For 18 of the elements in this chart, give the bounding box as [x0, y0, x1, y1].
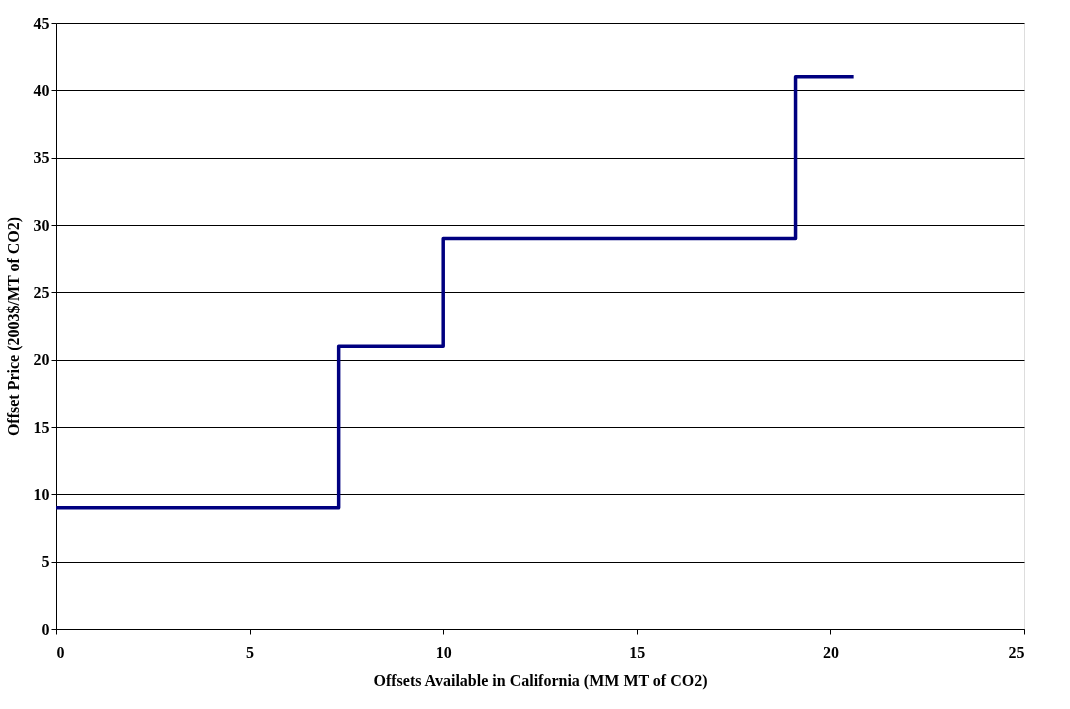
x-tick-label: 20 — [822, 643, 839, 661]
y-axis-title: Offset Price (2003$/MT of CO2) — [4, 216, 23, 437]
y-tick-label: 40 — [33, 81, 50, 99]
x-tick-label: 15 — [629, 643, 646, 661]
x-axis-title: Offsets Available in California (MM MT of CO2) — [373, 671, 708, 690]
y-tick-label: 5 — [41, 553, 50, 571]
y-tick-label: 30 — [33, 216, 50, 234]
x-tick-label: 0 — [56, 643, 65, 661]
x-tick-label: 10 — [435, 643, 452, 661]
y-tick-label: 10 — [33, 485, 50, 503]
x-tick-label: 25 — [1008, 643, 1025, 661]
x-tick-label: 5 — [246, 643, 255, 661]
y-tick-label: 0 — [41, 620, 50, 638]
y-tick-label: 20 — [33, 351, 50, 369]
y-tick-label: 35 — [33, 149, 50, 167]
y-tick-label: 45 — [33, 14, 50, 32]
y-tick-label: 25 — [33, 283, 50, 301]
y-tick-label: 15 — [33, 418, 50, 436]
